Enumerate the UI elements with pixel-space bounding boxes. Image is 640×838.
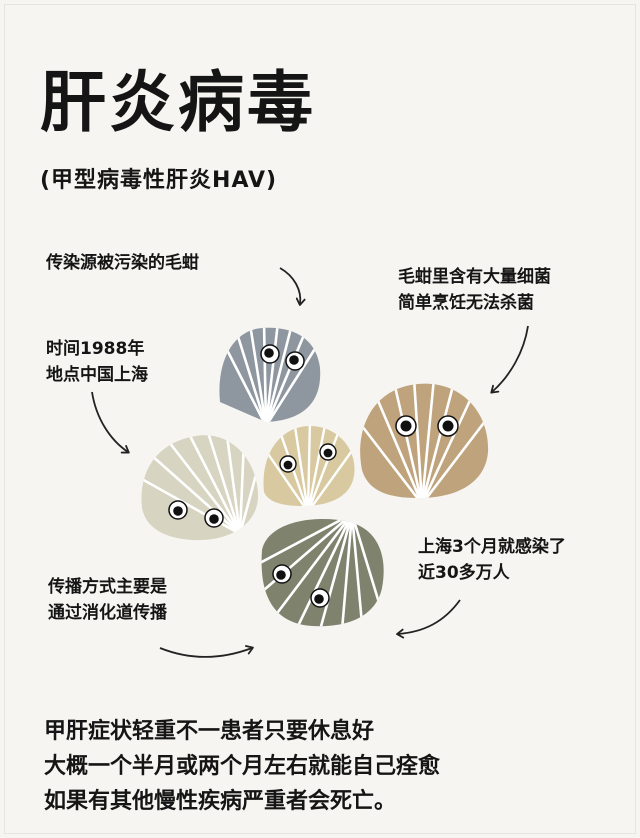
note-infected: 上海3个月就感染了 近30多万人 [418,534,566,586]
note-bacteria-line-2: 简单烹饪无法杀菌 [398,293,534,313]
summary-line-1: 甲肝症状轻重不一患者只要休息好 [44,719,375,744]
note-bacteria: 毛蚶里含有大量细菌 简单烹饪无法杀菌 [398,264,551,316]
summary-line-3: 如果有其他慢性疾病严重者会死亡。 [44,789,397,814]
note-time-place: 时间1988年 地点中国上海 [46,336,148,388]
summary-text: 甲肝症状轻重不一患者只要休息好 大概一个半月或两个月左右就能自己痊愈 如果有其他… [44,714,440,819]
note-place-line: 地点中国上海 [46,365,148,385]
summary-line-2: 大概一个半月或两个月左右就能自己痊愈 [44,754,441,779]
curved-arrow-icon [91,391,130,454]
note-source: 传染源被污染的毛蚶 [46,250,199,276]
page-frame [4,4,636,834]
clam-icon [263,426,355,506]
page-subtitle: (甲型病毒性肝炎HAV) [40,168,278,193]
note-infected-line-2: 近30多万人 [418,563,510,583]
note-spread: 传播方式主要是 通过消化道传播 [48,574,167,626]
note-time-line: 时间1988年 [46,339,145,359]
clam-icon [219,327,321,423]
curved-arrow-icon [396,599,461,639]
note-infected-line-1: 上海3个月就感染了 [418,537,566,557]
clam-icon [360,383,489,498]
curved-arrow-icon [159,645,254,658]
curved-arrow-icon [279,267,306,306]
note-source-line: 传染源被污染的毛蚶 [46,253,199,273]
clam-icon [141,435,259,541]
note-spread-line-1: 传播方式主要是 [48,577,167,597]
clam-icon [261,519,384,627]
note-bacteria-line-1: 毛蚶里含有大量细菌 [398,267,551,287]
note-spread-line-2: 通过消化道传播 [48,603,167,623]
curved-arrow-icon [490,325,529,394]
page-title: 肝炎病毒 [40,64,316,141]
